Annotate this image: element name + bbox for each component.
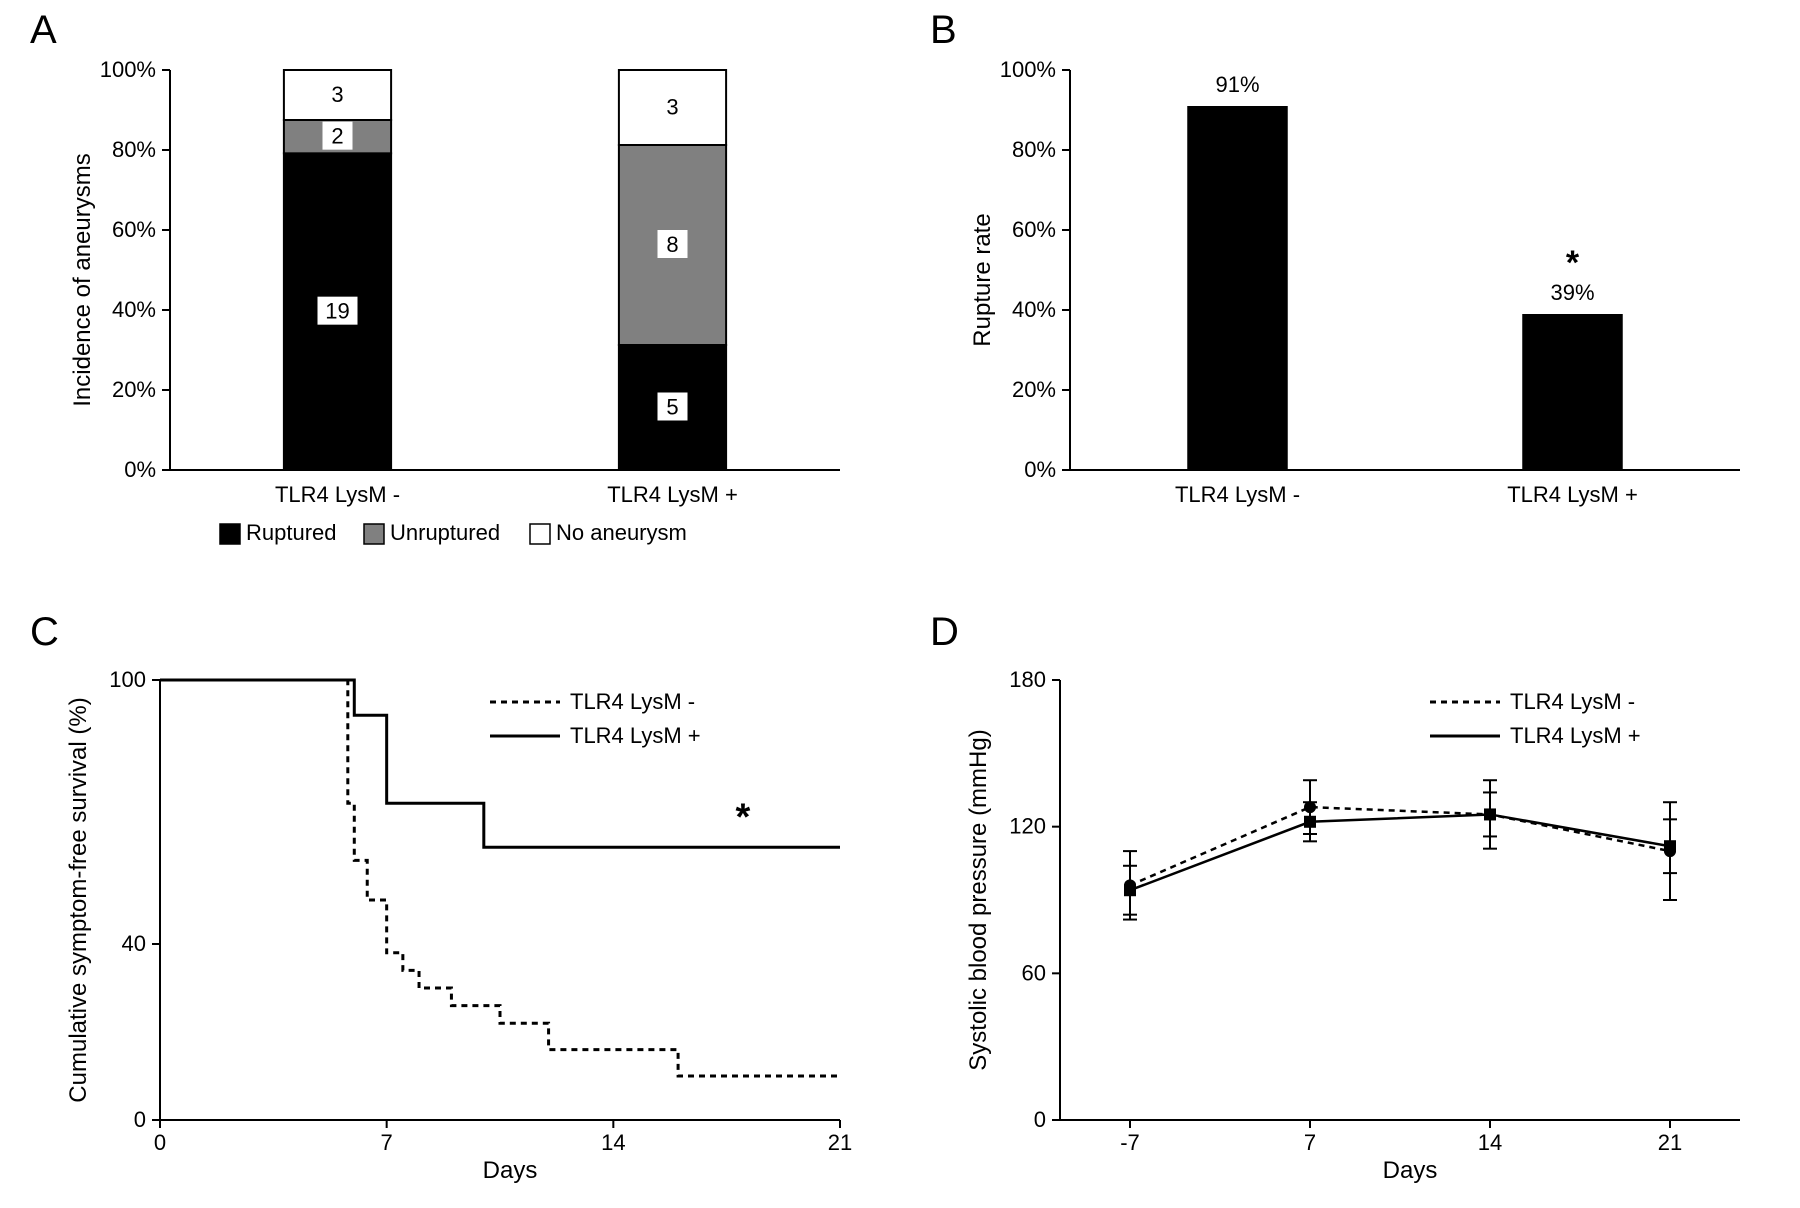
svg-text:40%: 40% (112, 297, 156, 322)
panel-c: 0 40 100 0 7 14 21 * Cumulative symptom-free su… (60, 630, 880, 1190)
svg-text:60: 60 (1022, 960, 1046, 985)
svg-text:14: 14 (1478, 1130, 1502, 1155)
svg-text:180: 180 (1009, 667, 1046, 692)
svg-text:TLR4 LysM +: TLR4 LysM + (607, 482, 738, 507)
figure-root: A B C D 0%20%40%60%80%100%1923TLR4 LysM … (0, 0, 1800, 1208)
panel-d: 0 60 120 180 -7 7 14 21 Systolic blood pressure… (960, 630, 1780, 1190)
svg-text:Ruptured: Ruptured (246, 520, 337, 545)
svg-text:5: 5 (666, 395, 678, 420)
svg-text:TLR4 LysM -: TLR4 LysM - (570, 689, 695, 714)
svg-text:2: 2 (331, 124, 343, 149)
svg-text:7: 7 (1304, 1130, 1316, 1155)
svg-text:100%: 100% (1000, 57, 1056, 82)
svg-text:TLR4 LysM -: TLR4 LysM - (1510, 689, 1635, 714)
svg-text:40%: 40% (1012, 297, 1056, 322)
svg-text:20%: 20% (1012, 377, 1056, 402)
panel-d-legend: TLR4 LysM - TLR4 LysM + (1430, 689, 1641, 748)
svg-text:0%: 0% (1024, 457, 1056, 482)
svg-text:80%: 80% (112, 137, 156, 162)
svg-text:0: 0 (1034, 1107, 1046, 1132)
panel-c-xlabel: Days (483, 1157, 538, 1184)
svg-text:100: 100 (109, 667, 146, 692)
svg-text:TLR4 LysM +: TLR4 LysM + (570, 723, 701, 748)
panel-c-legend: TLR4 LysM - TLR4 LysM + (490, 689, 701, 748)
svg-text:7: 7 (381, 1130, 393, 1155)
svg-text:TLR4 LysM -: TLR4 LysM - (275, 482, 400, 507)
panel-a: 0% 20% 40% 60% 80% 100% 19 2 3 TLR4 LysM - 5 8 3 TLR4… (60, 30, 880, 590)
panel-d-label: D (930, 610, 959, 655)
svg-text:Unruptured: Unruptured (390, 520, 500, 545)
panel-c-label: C (30, 610, 59, 655)
svg-text:TLR4 LysM +: TLR4 LysM + (1510, 723, 1641, 748)
panel-a-legend: Ruptured Unruptured No aneurysm (220, 520, 687, 545)
panel-b: 0% 20% 40% 60% 80% 100% 91% TLR4 LysM - 39%* TLR4… (960, 30, 1780, 590)
svg-text:80%: 80% (1012, 137, 1056, 162)
svg-text:*: * (735, 797, 750, 839)
panel-a-label: A (30, 8, 57, 53)
panel-b-ylabel: Rupture rate (969, 213, 996, 346)
svg-text:120: 120 (1009, 814, 1046, 839)
svg-text:19: 19 (325, 299, 349, 324)
svg-text:TLR4 LysM +: TLR4 LysM + (1507, 482, 1638, 507)
svg-text:21: 21 (1658, 1130, 1682, 1155)
svg-text:3: 3 (666, 95, 678, 120)
svg-text:0%: 0% (124, 457, 156, 482)
svg-text:8: 8 (666, 232, 678, 257)
svg-text:60%: 60% (1012, 217, 1056, 242)
svg-text:0: 0 (154, 1130, 166, 1155)
svg-text:91%: 91% (1215, 72, 1259, 97)
svg-text:No aneurysm: No aneurysm (556, 520, 687, 545)
panel-b-label: B (930, 8, 957, 53)
svg-text:40: 40 (122, 931, 146, 956)
svg-text:TLR4 LysM -: TLR4 LysM - (1175, 482, 1300, 507)
panel-c-ylabel: Cumulative symptom-free survival (%) (65, 697, 92, 1102)
panel-d-xlabel: Days (1383, 1157, 1438, 1184)
svg-text:60%: 60% (112, 217, 156, 242)
svg-text:20%: 20% (112, 377, 156, 402)
svg-text:39%: 39% (1550, 280, 1594, 305)
svg-text:3: 3 (331, 82, 343, 107)
panel-a-ylabel: Incidence of aneurysms (69, 153, 96, 406)
svg-text:100%: 100% (100, 57, 156, 82)
panel-d-ylabel: Systolic blood pressure (mmHg) (965, 729, 992, 1070)
svg-text:14: 14 (601, 1130, 625, 1155)
svg-text:*: * (1566, 244, 1580, 282)
svg-text:-7: -7 (1120, 1130, 1140, 1155)
svg-text:0: 0 (134, 1107, 146, 1132)
svg-text:21: 21 (828, 1130, 852, 1155)
